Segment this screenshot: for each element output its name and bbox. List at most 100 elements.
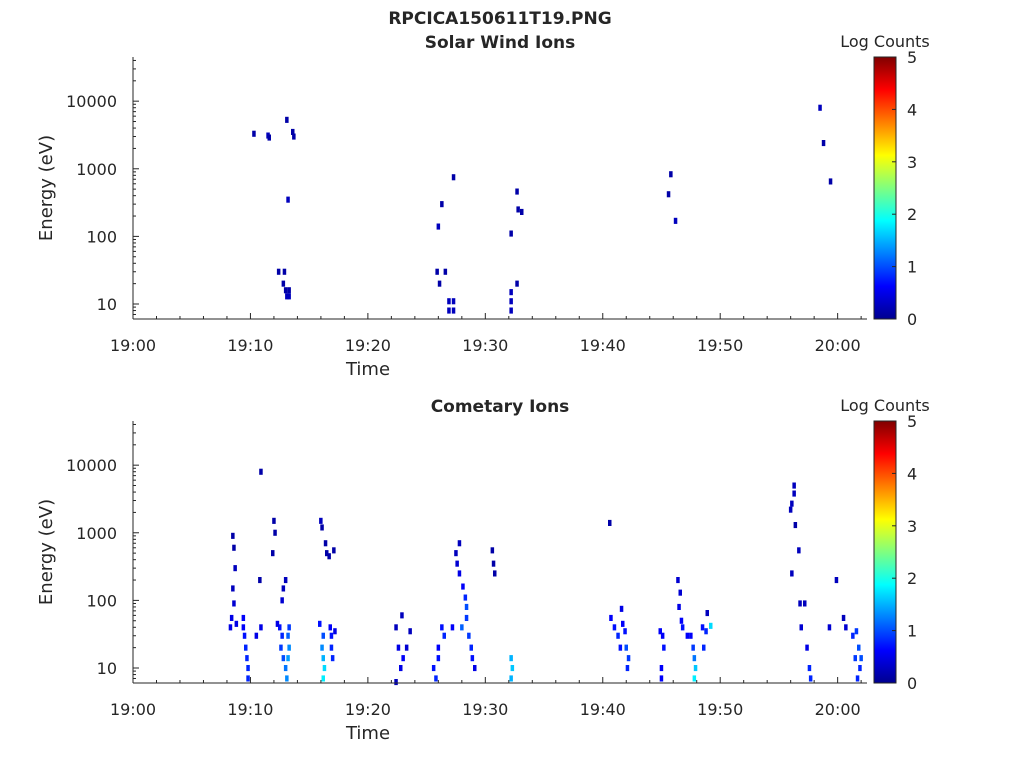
heatmap-cell (280, 597, 284, 604)
heatmap-cell (464, 614, 469, 621)
heatmap-cell (394, 679, 398, 686)
heatmap-cell (677, 603, 681, 610)
heatmap-cell (798, 600, 802, 607)
y-axis-label: Energy (eV) (36, 499, 57, 605)
colorbar-tick-label: 0 (907, 310, 917, 329)
heatmap-cell (283, 287, 288, 294)
heatmap-cell (855, 675, 860, 682)
heatmap-cell (280, 632, 284, 639)
heatmap-cell (321, 655, 325, 662)
heatmap-cell (509, 675, 513, 682)
x-tick-label: 20:00 (815, 700, 861, 719)
heatmap-cell (272, 517, 276, 524)
heatmap-cell (279, 644, 283, 651)
colorbar-tick-label: 1 (907, 622, 917, 641)
heatmap-cell (662, 644, 666, 651)
heatmap-cell (616, 632, 620, 639)
heatmap-cell (457, 540, 462, 547)
x-axis-label: Time (345, 359, 390, 380)
heatmap-cell (451, 174, 456, 181)
heatmap-cell (788, 506, 793, 513)
heatmap-cell (327, 553, 331, 560)
heatmap-cell (834, 577, 839, 584)
heatmap-cell (828, 178, 833, 185)
heatmap-cell (792, 482, 796, 489)
heatmap-cell (242, 632, 247, 639)
heatmap-cell (790, 500, 794, 507)
heatmap-cell (285, 675, 289, 682)
x-tick-label: 19:50 (697, 336, 743, 355)
x-tick-label: 19:40 (580, 336, 626, 355)
heatmap-cell (659, 665, 664, 672)
heatmap-cell (394, 624, 398, 631)
heatmap-cell (700, 624, 705, 631)
heatmap-cell (470, 655, 475, 662)
heatmap-cell (285, 116, 289, 123)
heatmap-cell (799, 624, 803, 631)
heatmap-cell (679, 617, 684, 624)
heatmap-cell (608, 519, 612, 526)
heatmap-cell (659, 675, 664, 682)
heatmap-cell (271, 550, 275, 557)
x-tick-label: 19:30 (462, 700, 508, 719)
heatmap-cell (515, 280, 519, 287)
heatmap-cell (322, 665, 327, 672)
y-tick-label: 1000 (76, 160, 117, 179)
x-tick-label: 19:00 (110, 336, 156, 355)
heatmap-cell (807, 665, 812, 672)
heatmap-cell (509, 298, 513, 305)
heatmap-cell (436, 223, 441, 230)
heatmap-cell (612, 624, 617, 631)
heatmap-cell (510, 665, 515, 672)
heatmap-cell (231, 532, 235, 539)
heatmap-cell (469, 644, 473, 651)
heatmap-cell (287, 624, 291, 631)
colorbar-tick-label: 2 (907, 569, 917, 588)
heatmap-cell (685, 632, 690, 639)
y-tick-label: 100 (86, 227, 117, 246)
heatmap-cell (282, 268, 287, 275)
colorbar-tick-label: 3 (907, 153, 917, 172)
heatmap-cell (704, 628, 708, 635)
heatmap-cell (692, 655, 697, 662)
heatmap-cell (516, 206, 520, 213)
heatmap-cell (792, 490, 796, 497)
heatmap-cell (818, 104, 822, 111)
heatmap-cell (400, 612, 404, 619)
heatmap-cell (259, 624, 263, 631)
heatmap-cell (401, 655, 405, 662)
heatmap-cell (320, 524, 324, 531)
heatmap-cell (323, 540, 328, 547)
heatmap-cell (229, 614, 234, 621)
heatmap-cell (291, 128, 295, 135)
heatmap-cell (332, 547, 336, 554)
panel-2: 19:00 19:10 19:20 19:30 19:40 19:50 20:0010100… (36, 396, 930, 744)
heatmap-cell (808, 675, 813, 682)
heatmap-cell (276, 268, 281, 275)
heatmap-cell (803, 600, 807, 607)
heatmap-cell (275, 620, 280, 627)
y-tick-label: 10 (97, 295, 117, 314)
panel-title: Cometary Ions (431, 397, 570, 417)
heatmap-cell (252, 130, 256, 137)
panel-1: 19:00 19:10 19:20 19:30 19:40 19:50 20:0010100… (36, 32, 930, 380)
heatmap-cell (241, 624, 246, 631)
heatmap-cell (281, 655, 286, 662)
heatmap-cell (793, 522, 798, 529)
heatmap-cells (228, 468, 863, 686)
x-tick-label: 19:20 (345, 336, 391, 355)
heatmap-cell (259, 468, 263, 475)
heatmap-cell (447, 307, 451, 314)
heatmap-cell (790, 570, 794, 577)
heatmap-cell (509, 230, 513, 237)
heatmap-cell (440, 201, 444, 208)
heatmap-cell (457, 570, 462, 577)
heatmap-cell (442, 632, 446, 639)
heatmap-cell (666, 191, 671, 198)
heatmap-cell (805, 644, 809, 651)
heatmap-cell (451, 298, 456, 305)
heatmap-cell (854, 628, 859, 635)
heatmap-cell (273, 529, 277, 536)
heatmap-cell (292, 133, 296, 140)
